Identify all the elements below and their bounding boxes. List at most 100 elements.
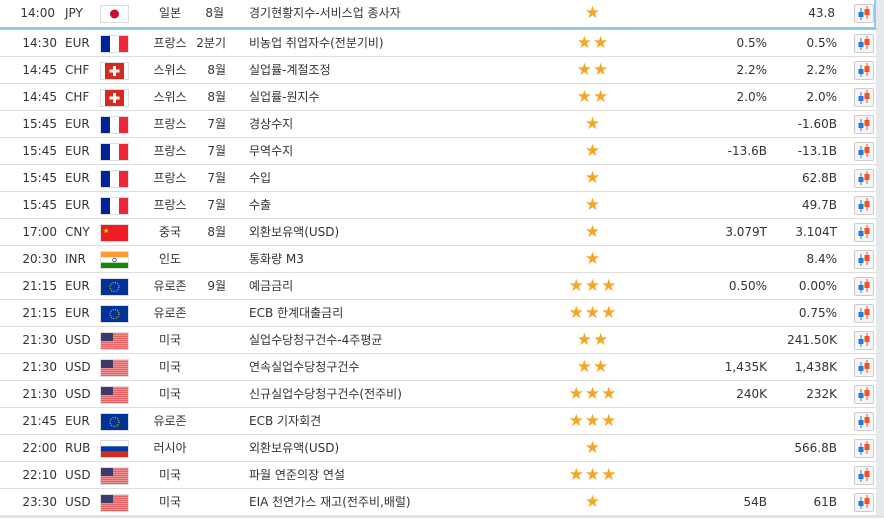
actual-value: 8.4% [806,252,838,266]
candlestick-chart-icon[interactable] [854,493,874,512]
event-time: 21:45 [22,414,57,428]
event-name[interactable]: 경상수지 [249,117,294,131]
event-name[interactable]: 연속실업수당청구건수 [249,360,360,374]
candlestick-chart-icon[interactable] [854,331,874,350]
country: 유로존 [153,414,187,428]
importance-stars-icon: ★★ [576,357,610,377]
period: 7월 [207,144,226,158]
event-name[interactable]: 신규실업수당청구건수(전주비) [249,387,402,401]
table-row[interactable]: 15:45 EUR 프랑스 7월 수출 ★ 49.7B [0,192,876,219]
candlestick-chart-icon[interactable] [854,304,874,323]
event-time: 20:30 [22,252,57,266]
candlestick-chart-icon[interactable] [854,142,874,161]
event-name[interactable]: 무역수지 [249,144,294,158]
flag-fr-icon [100,143,129,161]
candlestick-chart-icon[interactable] [854,169,874,188]
table-row[interactable]: 14:45 CHF 스위스 8월 실업률-원지수 ★★ 2.0% 2.0% [0,84,876,111]
currency: JPY [65,6,83,20]
event-time: 14:30 [22,36,57,50]
event-name[interactable]: 수입 [249,171,272,185]
currency: EUR [65,36,90,50]
currency: USD [65,468,91,482]
event-name[interactable]: ECB 기자회견 [249,414,322,428]
event-name[interactable]: 파월 연준의장 연설 [249,468,345,482]
previous-value: 1,435K [724,360,767,374]
previous-value: 3.079T [725,225,767,239]
candlestick-chart-icon[interactable] [854,358,874,377]
currency: EUR [65,198,90,212]
table-row[interactable]: 14:30 EUR 프랑스 2분기 비농업 취업자수(전분기비) ★★ 0.5%… [0,30,876,57]
importance-stars-icon: ★★ [576,33,610,53]
event-name[interactable]: 실업률-계절조정 [249,63,331,77]
candlestick-chart-icon[interactable] [854,223,874,242]
candlestick-chart-icon[interactable] [854,61,874,80]
table-row[interactable]: 21:15 EUR 유로존 ECB 한계대출금리 ★★★ 0.75% [0,300,876,327]
actual-value: 566.8B [794,441,837,455]
country: 스위스 [153,90,187,104]
candlestick-chart-icon[interactable] [854,466,874,485]
table-row[interactable]: 20:30 INR 인도 통화량 M3 ★ 8.4% [0,246,876,273]
event-name[interactable]: 비농업 취업자수(전분기비) [249,36,384,50]
scrollbar[interactable] [876,0,884,518]
candlestick-chart-icon[interactable] [854,439,874,458]
period: 8월 [207,225,226,239]
country: 유로존 [153,306,187,320]
table-row[interactable]: 14:00 JPY 일본 8월 경기현황지수-서비스업 종사자 ★ 43.8 [0,0,876,30]
table-row[interactable]: 21:30 USD 미국 신규실업수당청구건수(전주비) ★★★ 240K 23… [0,381,876,408]
currency: CHF [65,63,90,77]
table-row[interactable]: 21:30 USD 미국 실업수당청구건수-4주평균 ★★ 241.50K [0,327,876,354]
event-name[interactable]: 실업률-원지수 [249,90,320,104]
candlestick-chart-icon[interactable] [854,196,874,215]
importance-stars-icon: ★★ [576,330,610,350]
candlestick-chart-icon[interactable] [854,277,874,296]
actual-value: 241.50K [787,333,837,347]
table-row[interactable]: 15:45 EUR 프랑스 7월 수입 ★ 62.8B [0,165,876,192]
event-name[interactable]: EIA 천연가스 재고(전주비,배럴) [249,495,411,509]
table-row[interactable]: 21:30 USD 미국 연속실업수당청구건수 ★★ 1,435K 1,438K [0,354,876,381]
flag-eu-icon [100,413,129,431]
event-name[interactable]: 외환보유액(USD) [249,225,340,239]
actual-value: 61B [813,495,837,509]
candlestick-chart-icon[interactable] [854,412,874,431]
event-name[interactable]: ECB 한계대출금리 [249,306,344,320]
candlestick-chart-icon[interactable] [854,34,874,53]
candlestick-chart-icon[interactable] [854,4,874,23]
table-row[interactable]: 22:10 USD 미국 파월 연준의장 연설 ★★★ [0,462,876,489]
event-time: 21:15 [22,279,57,293]
candlestick-chart-icon[interactable] [854,385,874,404]
event-name[interactable]: 예금금리 [249,279,294,293]
candlestick-chart-icon[interactable] [854,250,874,269]
event-name[interactable]: 외환보유액(USD) [249,441,340,455]
table-row[interactable]: 15:45 EUR 프랑스 7월 경상수지 ★ -1.60B [0,111,876,138]
event-name[interactable]: 실업수당청구건수-4주평균 [249,333,383,347]
table-row[interactable]: 14:45 CHF 스위스 8월 실업률-계절조정 ★★ 2.2% 2.2% [0,57,876,84]
currency: CNY [65,225,90,239]
period: 9월 [207,279,226,293]
table-row[interactable]: 22:00 RUB 러시아 외환보유액(USD) ★ 566.8B [0,435,876,462]
table-row[interactable]: 21:45 EUR 유로존 ECB 기자회견 ★★★ [0,408,876,435]
actual-value: 49.7B [802,198,837,212]
event-time: 22:00 [22,441,57,455]
candlestick-chart-icon[interactable] [854,115,874,134]
flag-fr-icon [100,197,129,215]
importance-stars-icon: ★★★ [568,384,618,404]
country: 프랑스 [153,36,187,50]
period: 8월 [205,6,224,20]
event-name[interactable]: 경기현황지수-서비스업 종사자 [249,6,401,20]
candlestick-chart-icon[interactable] [854,88,874,107]
table-row[interactable]: 17:00 CNY ★ 중국 8월 외환보유액(USD) ★ 3.079T 3.… [0,219,876,246]
table-row[interactable]: 23:30 USD 미국 EIA 천연가스 재고(전주비,배럴) ★ 54B 6… [0,489,876,516]
importance-stars-icon: ★ [584,168,602,188]
event-name[interactable]: 통화량 M3 [249,252,304,266]
table-row[interactable]: 21:15 EUR 유로존 9월 예금금리 ★★★ 0.50% 0.00% [0,273,876,300]
event-name[interactable]: 수출 [249,198,272,212]
previous-value: 0.5% [736,36,768,50]
flag-us-icon [100,359,129,377]
bottom-border [0,515,884,518]
flag-fr-icon [100,35,129,53]
currency: USD [65,360,91,374]
table-row[interactable]: 15:45 EUR 프랑스 7월 무역수지 ★ -13.6B -13.1B [0,138,876,165]
country: 러시아 [153,441,187,455]
actual-value: 62.8B [802,171,837,185]
